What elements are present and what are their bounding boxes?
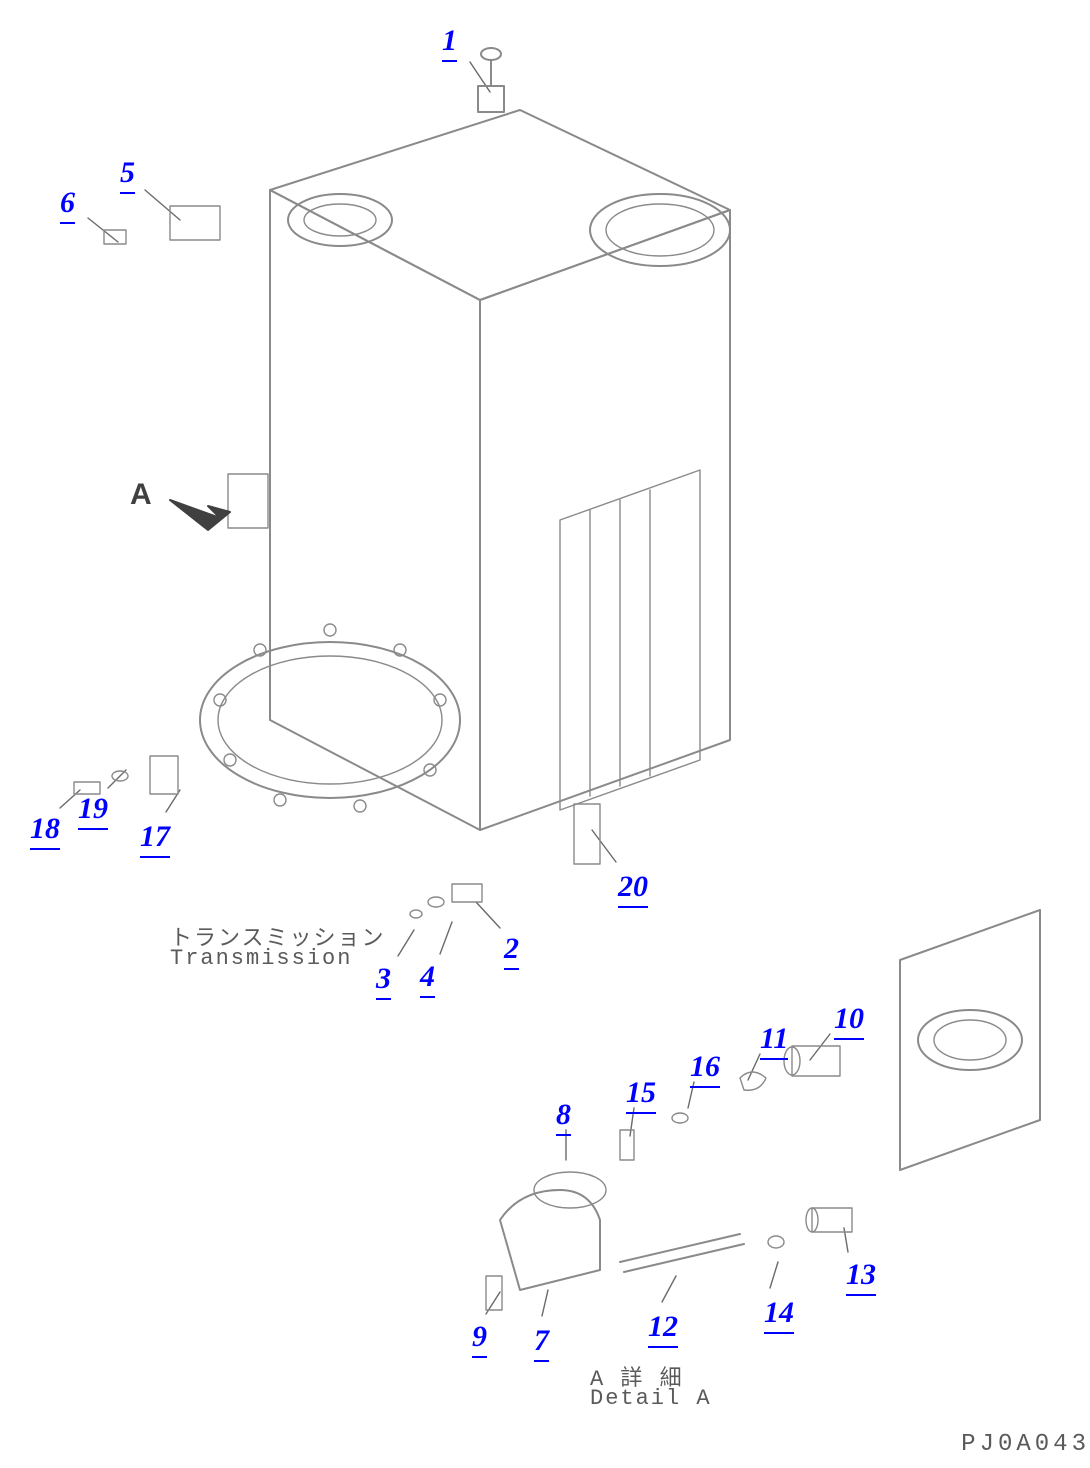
callout-2[interactable]: 2: [504, 932, 519, 970]
callout-7[interactable]: 7: [534, 1324, 549, 1362]
callout-14[interactable]: 14: [764, 1296, 794, 1334]
view-marker-a: A: [130, 478, 152, 512]
callout-1[interactable]: 1: [442, 24, 457, 62]
callout-8[interactable]: 8: [556, 1098, 571, 1136]
callout-19[interactable]: 19: [78, 792, 108, 830]
detail-a-label-en: Detail A: [590, 1386, 712, 1411]
callout-18[interactable]: 18: [30, 812, 60, 850]
callout-13[interactable]: 13: [846, 1258, 876, 1296]
callout-16[interactable]: 16: [690, 1050, 720, 1088]
callout-5[interactable]: 5: [120, 156, 135, 194]
callout-9[interactable]: 9: [472, 1320, 487, 1358]
transmission-label-en: Transmission: [170, 946, 352, 971]
view-a-arrow: [170, 500, 230, 530]
callout-11[interactable]: 11: [760, 1022, 788, 1060]
callout-10[interactable]: 10: [834, 1002, 864, 1040]
transmission-housing: [74, 48, 730, 918]
callout-12[interactable]: 12: [648, 1310, 678, 1348]
drawing-code: PJ0A043: [961, 1431, 1090, 1458]
assembly-sketch: [0, 0, 1090, 1468]
callout-6[interactable]: 6: [60, 186, 75, 224]
callout-20[interactable]: 20: [618, 870, 648, 908]
callout-15[interactable]: 15: [626, 1076, 656, 1114]
callout-3[interactable]: 3: [376, 962, 391, 1000]
callout-4[interactable]: 4: [420, 960, 435, 998]
callout-17[interactable]: 17: [140, 820, 170, 858]
